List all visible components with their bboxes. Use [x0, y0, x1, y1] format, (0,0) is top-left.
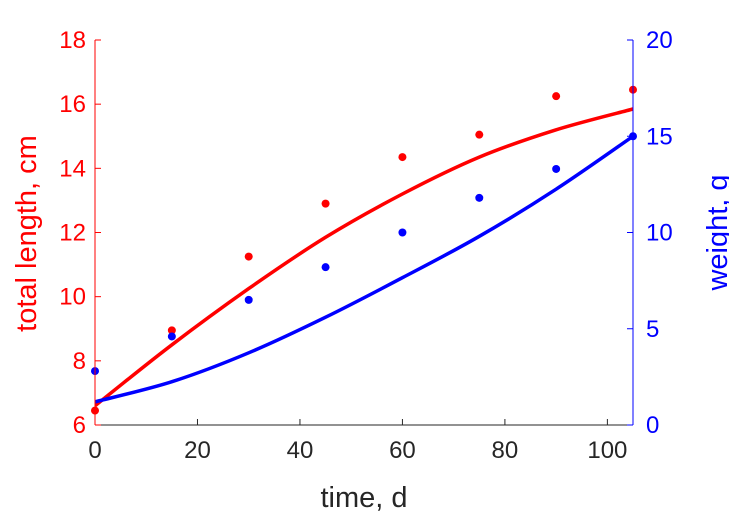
right-data-point — [475, 193, 484, 202]
axes: 0 20 40 60 80 100 6 8 10 12 14 16 18 0 5 10 15 20 — [59, 27, 672, 464]
x-axis-label: time, d — [320, 482, 407, 514]
plot-area — [91, 85, 637, 415]
right-data-point — [244, 295, 253, 304]
y-left-tick-label: 14 — [59, 155, 86, 182]
y-right-tick-label: 5 — [646, 316, 659, 343]
y-right-tick-label: 0 — [646, 412, 659, 439]
right-data-point — [552, 164, 561, 173]
y-left-tick-label: 10 — [59, 284, 86, 311]
right-data-point — [167, 332, 176, 341]
x-tick-label: 40 — [287, 437, 314, 464]
y-axis-right-label: weight, g — [702, 174, 729, 291]
x-tick-label: 20 — [184, 437, 211, 464]
left-data-point — [244, 252, 253, 261]
y-right-tick-label: 15 — [646, 123, 673, 150]
y-left-tick-label: 12 — [59, 220, 86, 247]
y-axis-left-label: total length, cm — [11, 135, 43, 332]
y-left-tick-label: 8 — [73, 348, 86, 375]
y-left-tick-label: 6 — [73, 412, 86, 439]
y-right-tick-label: 20 — [646, 27, 673, 54]
right-fit-line — [95, 134, 633, 404]
y-right-tick-label: 10 — [646, 220, 673, 247]
right-data-point — [321, 263, 330, 272]
x-tick-label: 100 — [587, 437, 627, 464]
left-data-point — [398, 153, 407, 162]
left-fit-line — [95, 107, 633, 408]
left-data-point — [167, 326, 176, 335]
right-data-point — [398, 228, 407, 237]
x-tick-label: 60 — [389, 437, 416, 464]
y-left-tick-label: 18 — [59, 27, 86, 54]
x-tick-label: 0 — [88, 437, 101, 464]
left-data-point — [552, 92, 561, 101]
x-tick-label: 80 — [492, 437, 519, 464]
left-data-point — [475, 130, 484, 139]
left-data-point — [321, 199, 330, 208]
y-left-tick-label: 16 — [59, 91, 86, 118]
